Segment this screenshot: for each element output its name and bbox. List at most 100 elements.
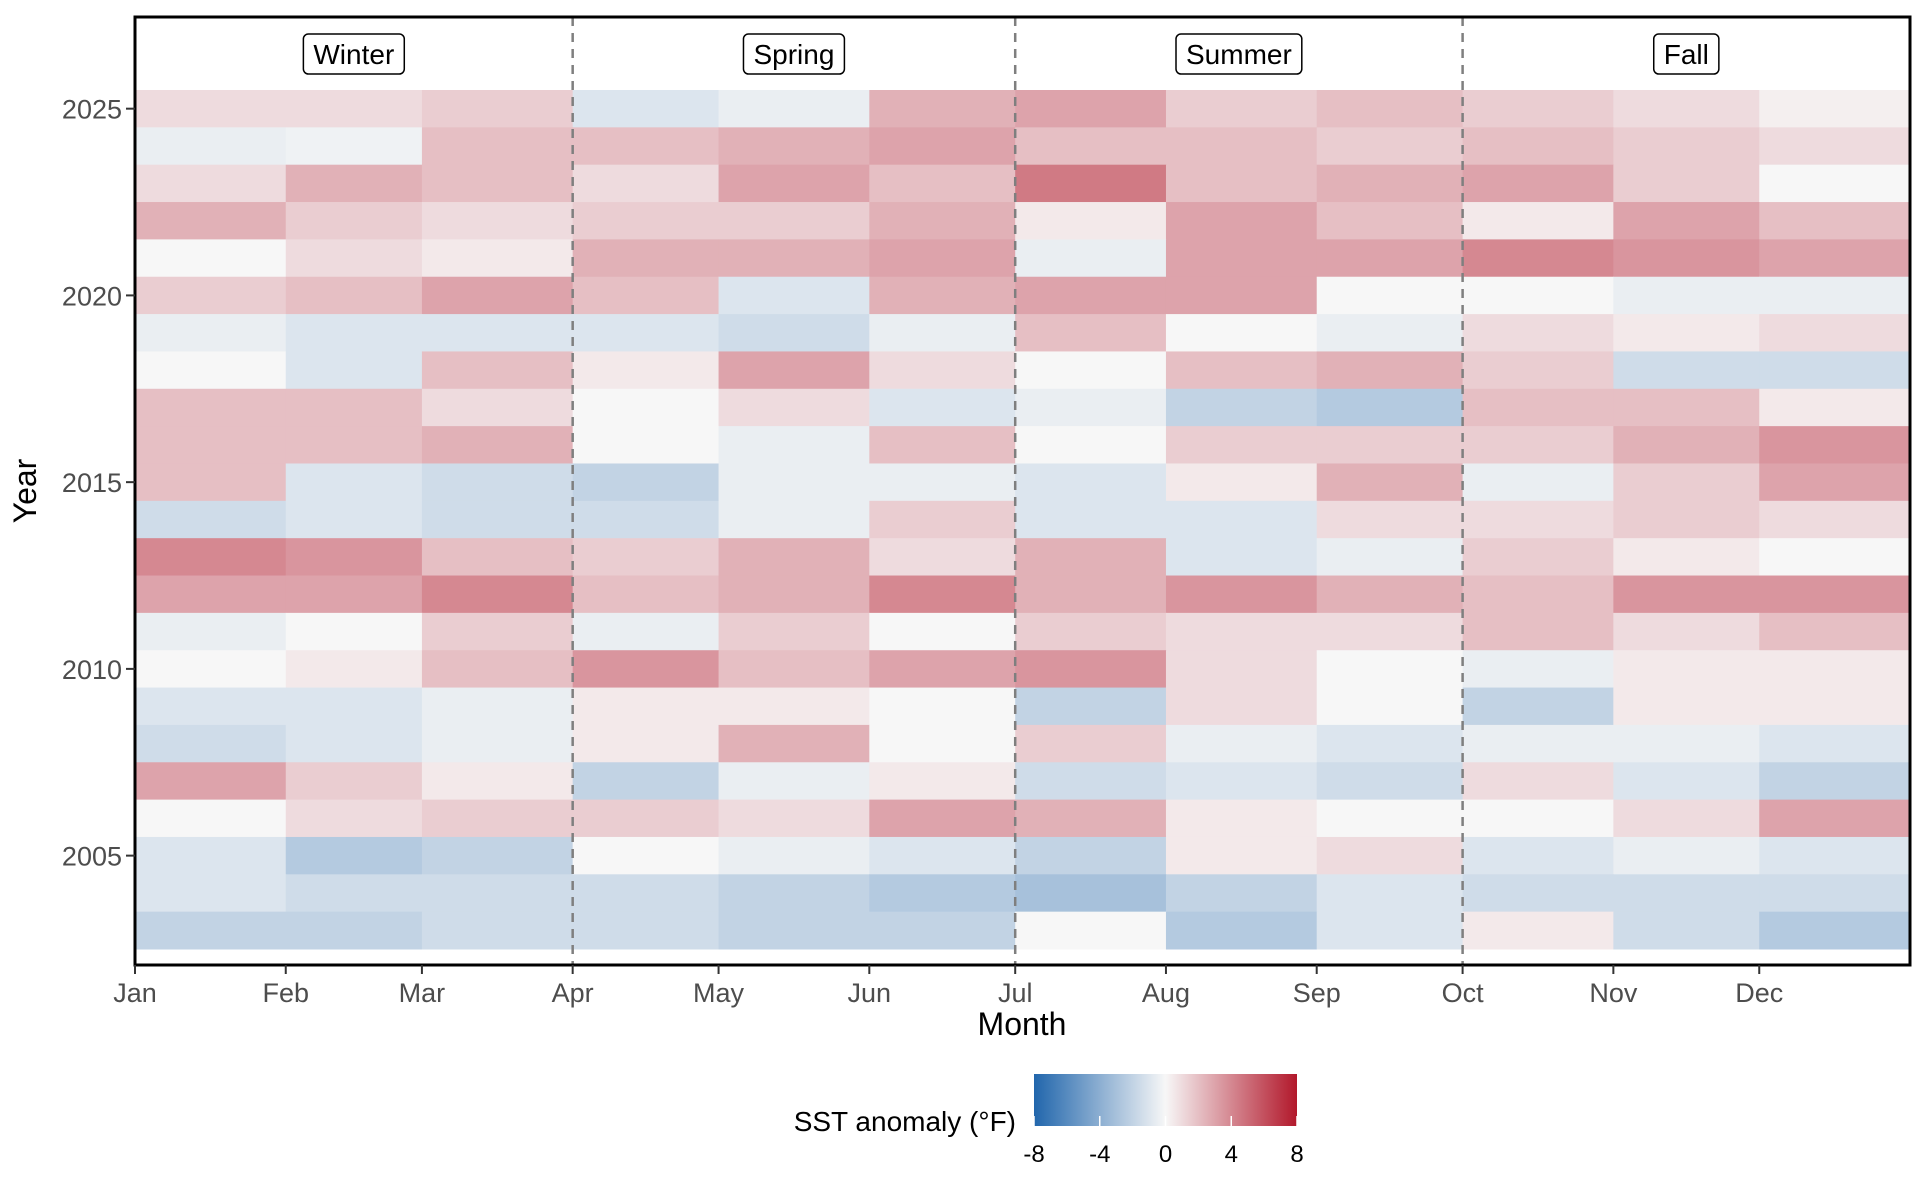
heatmap-tile-2025-12 <box>1759 90 1911 128</box>
x-tick-label: Sep <box>1293 978 1341 1008</box>
legend-tick-label: -8 <box>1023 1141 1044 1168</box>
heatmap-tile-2020-4 <box>572 276 720 315</box>
heatmap-tile-2016-5 <box>718 426 870 464</box>
heatmap-tile-2015-10 <box>1462 463 1614 502</box>
heatmap-tile-2025-8 <box>1165 90 1318 128</box>
season-label-box <box>742 33 846 75</box>
heatmap-tile-2006-9 <box>1316 799 1464 838</box>
heatmap-tile-2022-6 <box>869 202 1016 240</box>
heatmap-tile-2021-7 <box>1015 239 1167 278</box>
x-tick-label: Jan <box>113 978 157 1008</box>
heatmap-tile-2025-7 <box>1015 90 1167 128</box>
heatmap-tile-2018-12 <box>1759 351 1911 390</box>
heatmap-tile-2018-2 <box>285 351 423 390</box>
heatmap-tile-2009-4 <box>572 687 720 726</box>
heatmap-tile-2008-11 <box>1613 724 1760 763</box>
heatmap-tile-2013-4 <box>572 538 720 577</box>
heatmap-tile-2004-3 <box>421 874 574 913</box>
heatmap-tile-2007-8 <box>1165 762 1318 801</box>
x-tick-label: Mar <box>399 978 446 1008</box>
heatmap-tile-2012-1 <box>135 575 287 614</box>
heatmap-tile-2025-1 <box>135 90 287 128</box>
season-label-fall: Fall <box>1652 33 1720 75</box>
heatmap-tile-2013-5 <box>718 538 870 577</box>
heatmap-tile-2022-4 <box>572 202 720 240</box>
heatmap-tile-2009-6 <box>869 687 1016 726</box>
heatmap-tile-2005-10 <box>1462 836 1614 875</box>
heatmap-tile-2010-1 <box>135 650 287 689</box>
heatmap-tiles <box>135 90 1911 950</box>
heatmap-tile-2006-5 <box>718 799 870 838</box>
heatmap-tile-2023-12 <box>1759 164 1911 203</box>
heatmap-tile-2014-10 <box>1462 500 1614 539</box>
heatmap-tile-2012-9 <box>1316 575 1464 614</box>
heatmap-tile-2006-3 <box>421 799 574 838</box>
heatmap-tile-2010-8 <box>1165 650 1318 689</box>
heatmap-tile-2019-3 <box>421 314 574 352</box>
heatmap-tile-2023-6 <box>869 164 1016 203</box>
y-tick-label: 2020 <box>62 281 122 311</box>
heatmap-tile-2011-2 <box>285 612 423 651</box>
heatmap-tile-2007-7 <box>1015 762 1167 801</box>
heatmap-tile-2017-3 <box>421 388 574 427</box>
heatmap-tile-2019-7 <box>1015 314 1167 352</box>
heatmap-tile-2011-8 <box>1165 612 1318 651</box>
heatmap-tile-2021-10 <box>1462 239 1614 278</box>
heatmap-tile-2010-10 <box>1462 650 1614 689</box>
heatmap-tile-2018-10 <box>1462 351 1614 390</box>
legend-tick-label: 0 <box>1159 1141 1172 1168</box>
legend-tick-label: 4 <box>1225 1141 1238 1168</box>
heatmap-tile-2020-8 <box>1165 276 1318 315</box>
heatmap-tile-2019-1 <box>135 314 287 352</box>
heatmap-tile-2011-4 <box>572 612 720 651</box>
heatmap-tile-2013-1 <box>135 538 287 577</box>
season-label-summer: Summer <box>1175 33 1303 75</box>
heatmap-tile-2007-4 <box>572 762 720 801</box>
heatmap-tile-2006-1 <box>135 799 287 838</box>
heatmap-tile-2024-7 <box>1015 127 1167 166</box>
heatmap-tile-2019-5 <box>718 314 870 352</box>
heatmap-tile-2019-9 <box>1316 314 1464 352</box>
heatmap-tile-2007-9 <box>1316 762 1464 801</box>
heatmap-tile-2021-12 <box>1759 239 1911 278</box>
x-tick-label: Oct <box>1442 978 1485 1008</box>
heatmap-tile-2021-4 <box>572 239 720 278</box>
x-tick-label: May <box>693 978 745 1008</box>
plot-panel-border <box>133 15 1912 967</box>
heatmap-tile-2018-1 <box>135 351 287 390</box>
heatmap-tile-2005-11 <box>1613 836 1760 875</box>
heatmap-tile-2024-1 <box>135 127 287 166</box>
heatmap-tile-2011-9 <box>1316 612 1464 651</box>
heatmap-tile-2011-7 <box>1015 612 1167 651</box>
heatmap-tile-2024-8 <box>1165 127 1318 166</box>
heatmap-tile-2018-6 <box>869 351 1016 390</box>
x-tick-label: Jun <box>848 978 892 1008</box>
heatmap-tile-2013-3 <box>421 538 574 577</box>
heatmap-tile-2010-5 <box>718 650 870 689</box>
season-label-box <box>1175 33 1303 75</box>
heatmap-tile-2020-12 <box>1759 276 1911 315</box>
heatmap-tile-2016-8 <box>1165 426 1318 464</box>
heatmap-tile-2003-12 <box>1759 911 1911 950</box>
season-label-text: Spring <box>753 39 834 70</box>
heatmap-tile-2015-11 <box>1613 463 1760 502</box>
heatmap-tile-2014-11 <box>1613 500 1760 539</box>
heatmap-tile-2015-8 <box>1165 463 1318 502</box>
y-tick-label: 2025 <box>62 95 122 125</box>
heatmap-tile-2016-3 <box>421 426 574 464</box>
heatmap-tile-2009-5 <box>718 687 870 726</box>
y-tick-label: 2005 <box>62 842 122 872</box>
heatmap-tile-2007-5 <box>718 762 870 801</box>
heatmap-tile-2009-3 <box>421 687 574 726</box>
legend-tick-label: 8 <box>1290 1141 1303 1168</box>
heatmap-tile-2024-4 <box>572 127 720 166</box>
heatmap-tile-2019-4 <box>572 314 720 352</box>
heatmap-tile-2012-4 <box>572 575 720 614</box>
heatmap-tile-2012-3 <box>421 575 574 614</box>
heatmap-tile-2008-12 <box>1759 724 1911 763</box>
heatmap-tile-2020-1 <box>135 276 287 315</box>
heatmap-tile-2014-12 <box>1759 500 1911 539</box>
heatmap-tile-2004-8 <box>1165 874 1318 913</box>
heatmap-tile-2005-7 <box>1015 836 1167 875</box>
heatmap-tile-2014-1 <box>135 500 287 539</box>
